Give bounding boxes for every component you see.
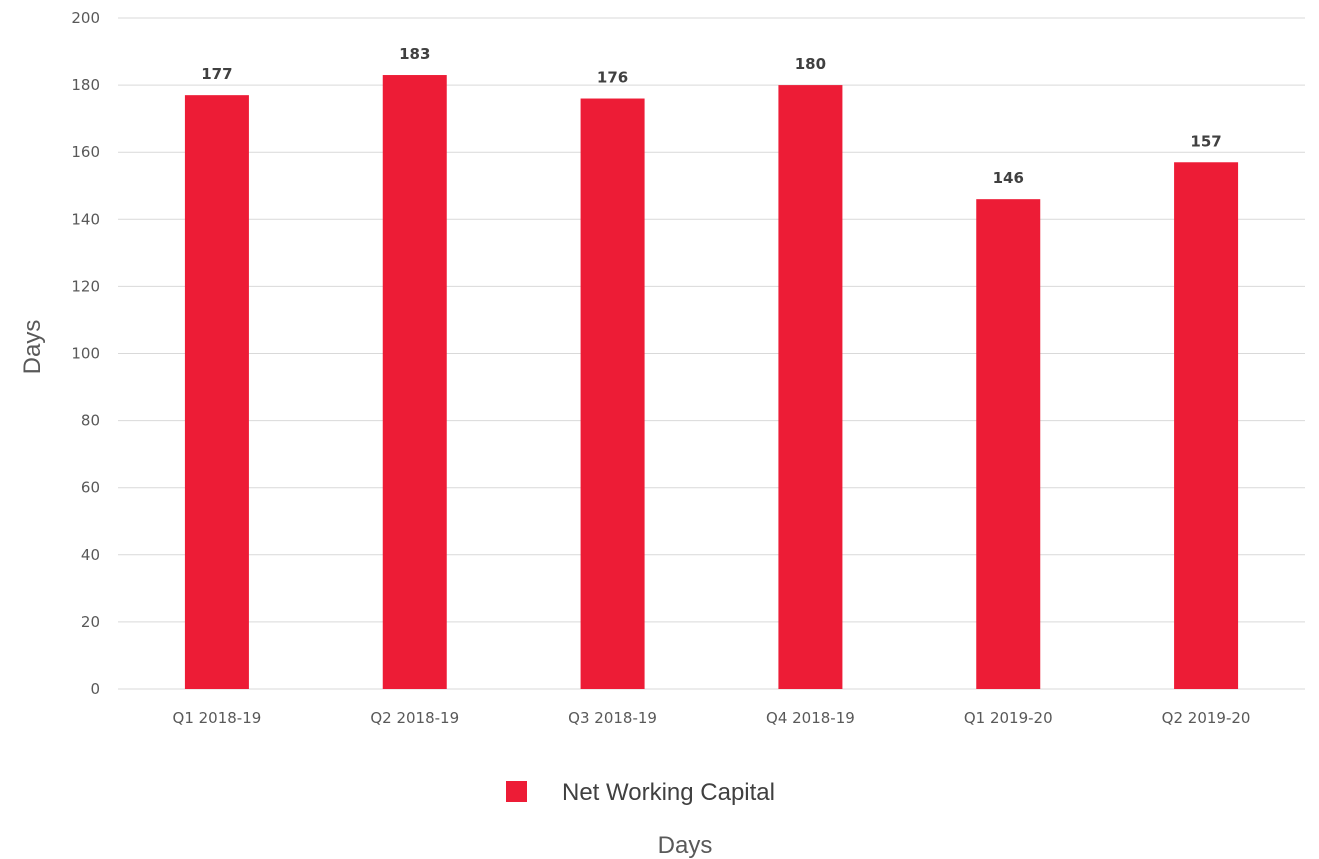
bars — [184, 75, 1239, 690]
bar — [1174, 162, 1239, 689]
y-tick-label: 160 — [71, 143, 100, 161]
legend-label: Net Working Capital — [562, 779, 775, 806]
x-axis-ticks: Q1 2018-19 Q2 2018-19 Q3 2018-19 Q4 2018-19… — [173, 709, 1251, 727]
data-label: 180 — [795, 55, 826, 73]
x-tick-label: Q2 2018-19 — [370, 709, 459, 727]
bar — [382, 75, 447, 689]
legend-swatch — [506, 781, 527, 802]
y-tick-label: 180 — [71, 76, 100, 94]
y-tick-label: 200 — [71, 9, 100, 27]
gridlines — [118, 17, 1305, 690]
data-label: 157 — [1190, 132, 1221, 150]
y-tick-label: 60 — [81, 479, 100, 497]
bar — [580, 98, 645, 689]
data-label: 146 — [993, 169, 1024, 187]
x-tick-label: Q2 2019-20 — [1162, 709, 1251, 727]
y-axis-ticks: 0 20 40 60 80 100 120 140 160 180 200 — [71, 9, 100, 698]
bar — [184, 95, 249, 690]
x-tick-label: Q1 2018-19 — [173, 709, 262, 727]
x-tick-label: Q3 2018-19 — [568, 709, 657, 727]
data-label: 176 — [597, 69, 628, 87]
y-tick-label: 100 — [71, 345, 100, 363]
y-tick-label: 140 — [71, 210, 100, 228]
y-axis-title: Days — [19, 320, 46, 375]
bar — [778, 85, 843, 690]
x-tick-label: Q1 2019-20 — [964, 709, 1053, 727]
y-tick-label: 0 — [90, 680, 100, 698]
legend: Net Working Capital — [506, 779, 775, 806]
y-tick-label: 120 — [71, 277, 100, 295]
y-tick-label: 80 — [81, 412, 100, 430]
data-label: 177 — [201, 65, 232, 83]
y-tick-label: 20 — [81, 613, 100, 631]
y-tick-label: 40 — [81, 546, 100, 564]
bar — [976, 199, 1041, 690]
data-labels: 177 183 176 180 146 157 — [201, 45, 1221, 187]
x-axis-title: Days — [658, 832, 713, 859]
data-label: 183 — [399, 45, 430, 63]
x-tick-label: Q4 2018-19 — [766, 709, 855, 727]
